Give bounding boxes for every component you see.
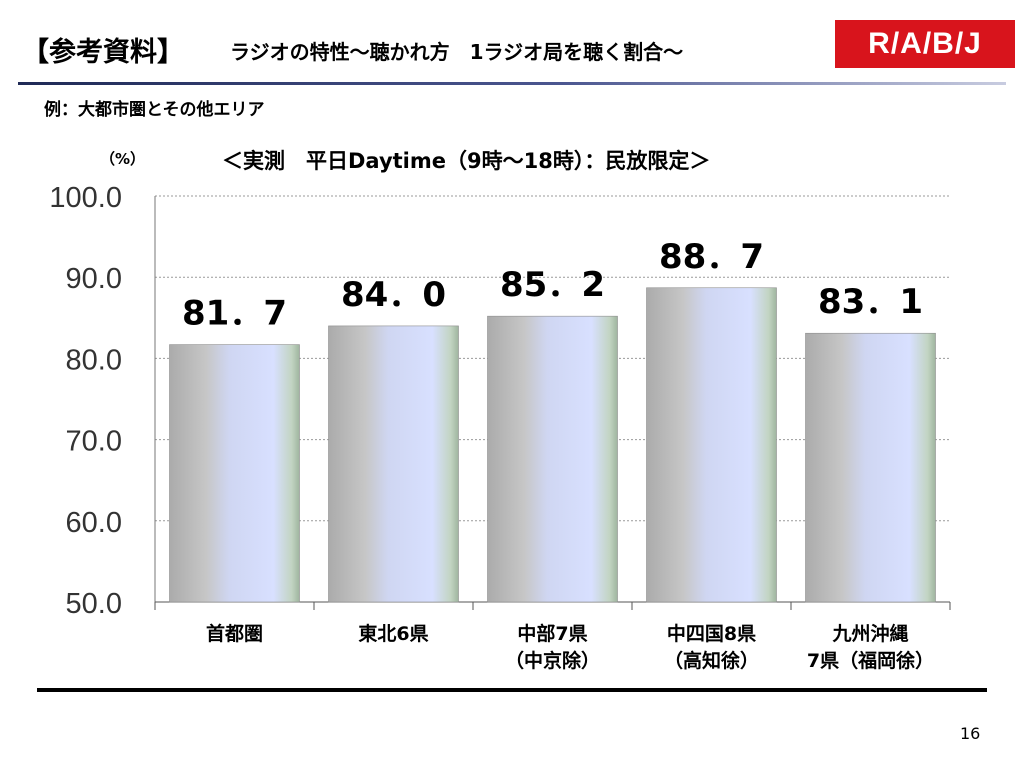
bar — [487, 315, 618, 603]
page-number: 16 — [960, 724, 981, 743]
bar — [805, 332, 936, 603]
title-divider — [18, 82, 1006, 85]
data-label: 88．7 — [659, 237, 764, 277]
y-tick-label: 60.0 — [66, 507, 122, 539]
x-tick-label: （中京除） — [505, 649, 600, 672]
y-tick-label: 80.0 — [66, 344, 122, 376]
bar — [328, 325, 459, 603]
x-tick-label: 中部7県 — [517, 622, 587, 645]
slide-subtitle: 例：大都市圏とその他エリア — [44, 100, 265, 120]
slide-title-bracket: 【参考資料】 — [22, 37, 184, 68]
data-label: 83．1 — [818, 282, 923, 322]
x-tick-label: 中四国8県 — [667, 622, 756, 645]
x-tick-label: 首都圏 — [206, 622, 263, 645]
x-tick-label: 東北6県 — [358, 622, 428, 645]
unit-label: （%） — [100, 150, 146, 168]
bar — [169, 344, 300, 603]
data-label: 85．2 — [500, 265, 605, 305]
y-tick-label: 90.0 — [66, 263, 122, 295]
data-label: 81．7 — [182, 294, 287, 334]
rabj-logo: R/A/B/J — [835, 20, 1015, 68]
y-tick-label: 50.0 — [66, 588, 122, 620]
x-tick-label: 7県（福岡徐） — [807, 649, 934, 672]
x-tick-label: 九州沖縄 — [831, 622, 908, 645]
footer-divider — [37, 688, 987, 692]
slide-title: ラジオの特性～聴かれ方 1ラジオ局を聴く割合～ — [230, 40, 684, 64]
bar — [646, 287, 777, 603]
y-tick-label: 100.0 — [49, 182, 122, 214]
chart-title: ＜実測 平日Daytime（9時～18時）：民放限定＞ — [222, 149, 711, 173]
data-label: 84．0 — [341, 275, 446, 315]
y-tick-label: 70.0 — [66, 426, 122, 458]
x-tick-label: （高知徐） — [664, 649, 759, 672]
